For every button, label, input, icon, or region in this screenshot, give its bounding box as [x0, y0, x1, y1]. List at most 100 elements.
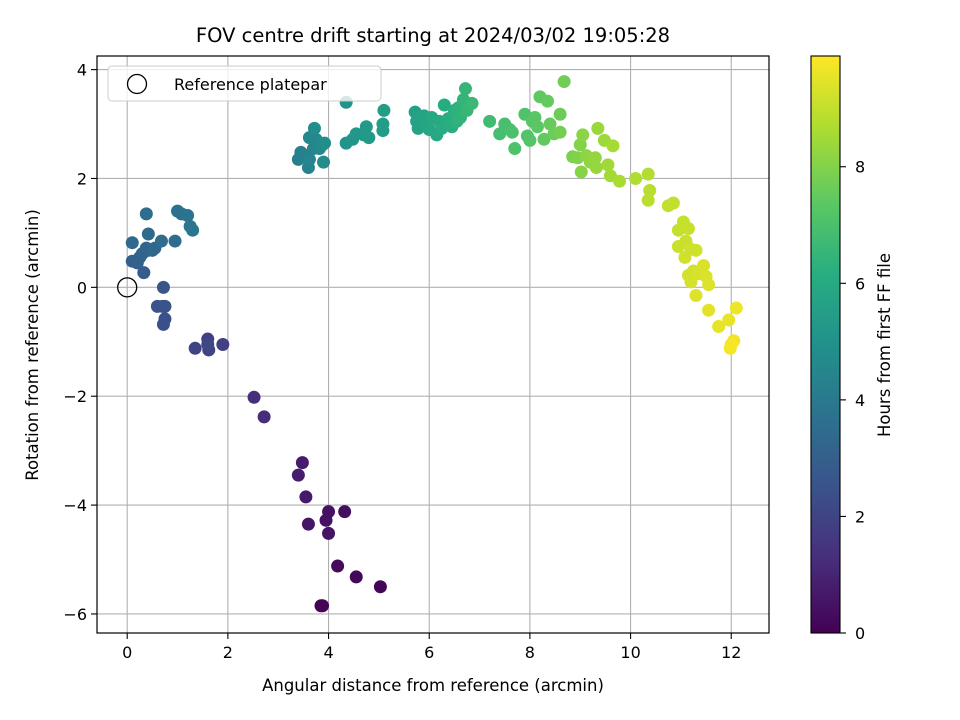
plot-frame	[96, 55, 770, 634]
data-point	[319, 513, 333, 527]
data-point	[156, 280, 170, 294]
colorbar-label: Hours from first FF file	[875, 253, 894, 437]
grid-lines	[97, 56, 769, 633]
colorbar-tick-label: 6	[855, 274, 865, 293]
data-point	[606, 139, 620, 153]
y-tick-label: 2	[77, 169, 87, 188]
x-tick-label: 0	[122, 643, 132, 662]
data-point	[557, 75, 571, 89]
data-point	[299, 490, 313, 504]
data-point	[188, 341, 202, 355]
data-point	[458, 82, 472, 96]
data-point	[537, 132, 551, 146]
data-point	[681, 222, 695, 236]
data-point	[125, 236, 139, 250]
data-point	[612, 174, 626, 188]
data-point	[702, 278, 716, 292]
y-axis-label: Rotation from reference (arcmin)	[23, 209, 42, 481]
x-tick-label: 4	[323, 643, 333, 662]
reference-platepar-marker	[117, 277, 138, 298]
data-point	[576, 128, 590, 142]
colorbar-tick-label: 2	[855, 507, 865, 526]
data-point	[573, 138, 587, 152]
data-point	[318, 136, 332, 150]
data-point	[376, 117, 390, 131]
y-tick-label: 4	[77, 61, 87, 80]
data-point	[601, 158, 615, 172]
data-point	[186, 223, 200, 237]
data-point	[541, 94, 555, 108]
data-point	[697, 259, 711, 273]
data-point	[216, 338, 230, 351]
data-point	[338, 505, 352, 519]
data-point	[508, 142, 522, 156]
data-point	[465, 96, 479, 110]
data-point	[702, 303, 716, 317]
data-point	[641, 167, 655, 181]
x-tick-label: 6	[424, 643, 434, 662]
data-point	[678, 250, 692, 264]
data-point	[629, 171, 643, 185]
x-axis-ticks: 0 2 4 6 8 10 12	[122, 633, 741, 662]
data-point	[722, 313, 736, 327]
data-point	[666, 196, 680, 210]
data-point	[301, 517, 315, 531]
data-point	[689, 243, 703, 257]
legend-label: Reference platepar	[174, 75, 327, 94]
data-point	[322, 526, 336, 540]
colorbar-gradient	[810, 55, 841, 634]
reference-marker	[117, 277, 138, 298]
data-point	[201, 338, 215, 351]
data-point	[257, 410, 271, 424]
data-point	[181, 208, 195, 222]
data-point	[588, 151, 602, 165]
y-tick-label: −4	[63, 496, 87, 515]
x-tick-label: 2	[223, 643, 233, 662]
legend: Reference platepar	[107, 65, 382, 102]
data-point	[247, 390, 261, 404]
data-point	[493, 127, 507, 141]
colorbar-ticks: 0 2 4 6 8	[840, 158, 865, 643]
data-point	[553, 125, 567, 139]
data-point	[168, 234, 182, 248]
data-point	[156, 317, 170, 331]
x-axis-label: Angular distance from reference (arcmin)	[262, 676, 604, 695]
data-point	[553, 107, 567, 121]
data-point	[523, 133, 537, 147]
data-point	[643, 183, 657, 197]
x-tick-label: 12	[721, 643, 741, 662]
data-point	[302, 152, 316, 166]
data-point	[505, 125, 519, 139]
colorbar-tick-label: 0	[855, 624, 865, 643]
data-point	[316, 599, 330, 613]
colorbar-tick-label: 8	[855, 158, 865, 177]
data-point	[591, 121, 605, 135]
x-tick-label: 8	[525, 643, 535, 662]
chart-title: FOV centre drift starting at 2024/03/02 …	[196, 24, 670, 47]
data-point	[359, 120, 373, 134]
data-point	[291, 468, 305, 482]
data-point	[543, 117, 557, 131]
data-point	[689, 289, 703, 303]
y-axis-ticks: −6 −4 −2 0 2 4	[63, 61, 97, 624]
data-point	[307, 121, 321, 135]
data-point	[589, 161, 603, 175]
data-point	[574, 165, 588, 179]
data-point	[729, 301, 743, 315]
data-point	[158, 299, 172, 313]
data-point	[530, 120, 544, 134]
data-point	[712, 320, 726, 334]
data-point	[437, 98, 451, 112]
data-point	[641, 193, 655, 207]
data-point	[295, 456, 309, 470]
data-point	[137, 266, 151, 280]
data-point	[141, 227, 155, 241]
data-point	[362, 131, 376, 145]
data-points	[125, 75, 743, 613]
data-point	[435, 121, 449, 135]
data-point	[373, 580, 387, 594]
data-point	[154, 234, 168, 248]
data-point	[331, 559, 345, 573]
colorbar-tick-label: 4	[855, 391, 865, 410]
